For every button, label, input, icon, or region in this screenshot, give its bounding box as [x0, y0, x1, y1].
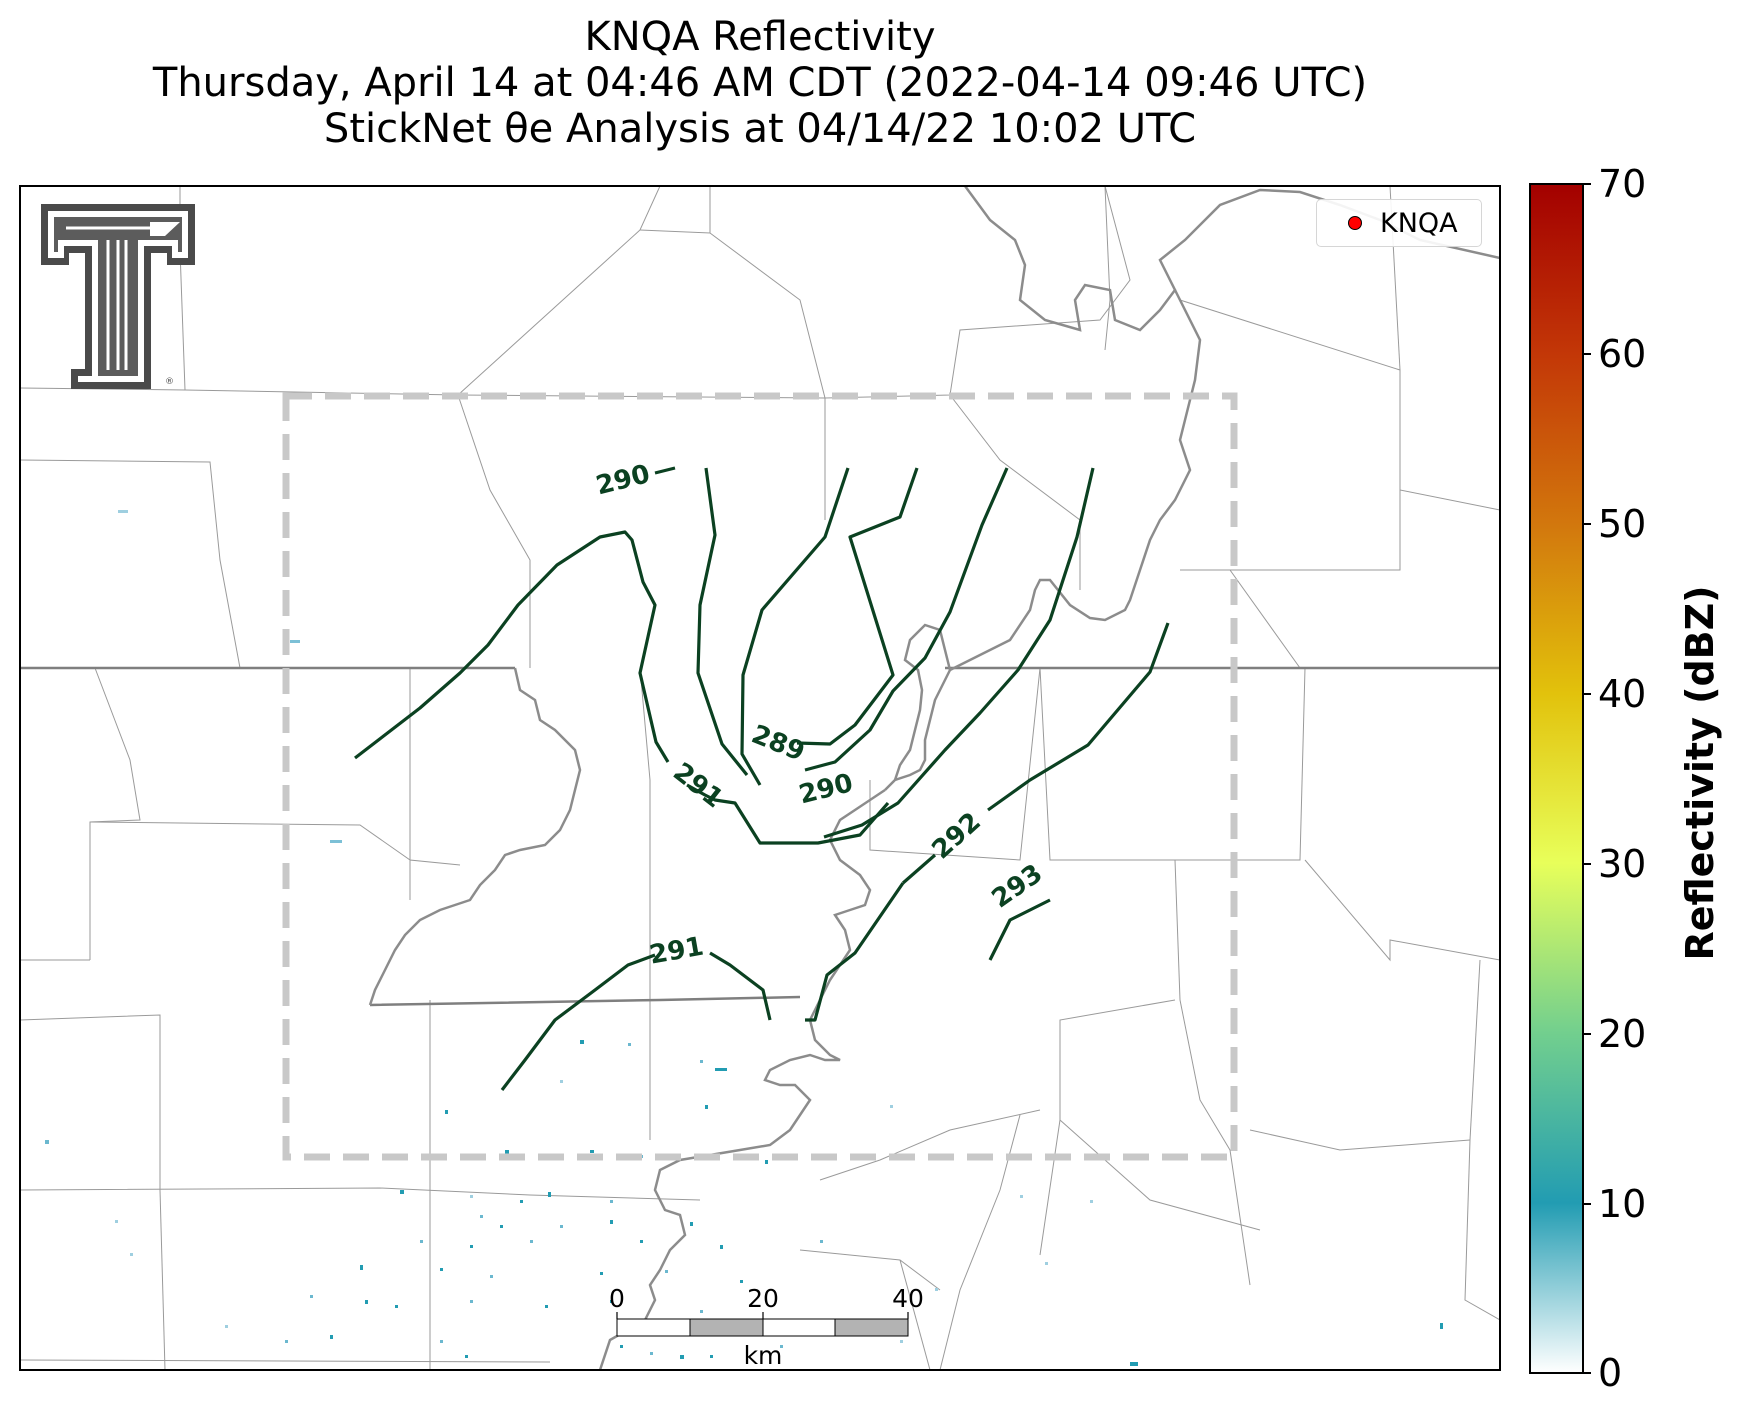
- colorbar-tick-20: 20: [1598, 1012, 1647, 1056]
- scale-tick-40: 40: [892, 1284, 924, 1313]
- colorbar-tick-10: 10: [1598, 1182, 1647, 1226]
- colorbar: [1529, 183, 1591, 1374]
- contour-label-290-lower: 290: [796, 768, 856, 810]
- title-line-3: StickNet θe Analysis at 04/14/22 10:02 U…: [323, 106, 1197, 152]
- scale-tick-20: 20: [747, 1284, 779, 1313]
- colorbar-tick-30: 30: [1598, 842, 1647, 886]
- theta-e-contours: [354, 466, 1170, 1091]
- map-title: KNQA Reflectivity Thursday, April 14 at …: [20, 14, 1500, 152]
- colorbar-tick-70: 70: [1598, 162, 1647, 206]
- contour-label-290-top: 290: [593, 459, 653, 501]
- contour-label-289: 289: [747, 720, 809, 768]
- scale-unit: km: [744, 1341, 783, 1370]
- colorbar-tick-60: 60: [1598, 332, 1647, 376]
- title-line-1: KNQA Reflectivity: [584, 14, 936, 60]
- county-boundaries: [20, 186, 1500, 1370]
- colorbar-tick-50: 50: [1598, 502, 1647, 546]
- colorbar-gradient: [1529, 183, 1584, 1374]
- colorbar-tick-40: 40: [1598, 672, 1647, 716]
- svg-text:®: ®: [165, 377, 174, 387]
- colorbar-label: Reflectivity (dBZ): [1678, 585, 1722, 961]
- scale-bar: 0 20 40 km: [609, 1284, 924, 1370]
- state-boundaries: [20, 666, 1500, 1007]
- contour-label-291-lower: 291: [647, 932, 706, 971]
- map-legend: KNQA: [1316, 199, 1482, 247]
- scale-tick-0: 0: [609, 1284, 625, 1313]
- colorbar-tick-0: 0: [1598, 1351, 1623, 1395]
- reflectivity-speckles: [45, 510, 1443, 1366]
- radar-site-marker: [1348, 216, 1362, 230]
- contour-label-291-upper: 291: [667, 757, 728, 814]
- legend-label-knqa: KNQA: [1380, 208, 1458, 239]
- map-frame: [19, 185, 1501, 1371]
- river-lines: [368, 186, 1500, 1370]
- analysis-domain-box: [282, 392, 1238, 1161]
- title-line-2: Thursday, April 14 at 04:46 AM CDT (2022…: [152, 60, 1368, 106]
- texas-tech-double-t-logo: ®: [41, 204, 195, 389]
